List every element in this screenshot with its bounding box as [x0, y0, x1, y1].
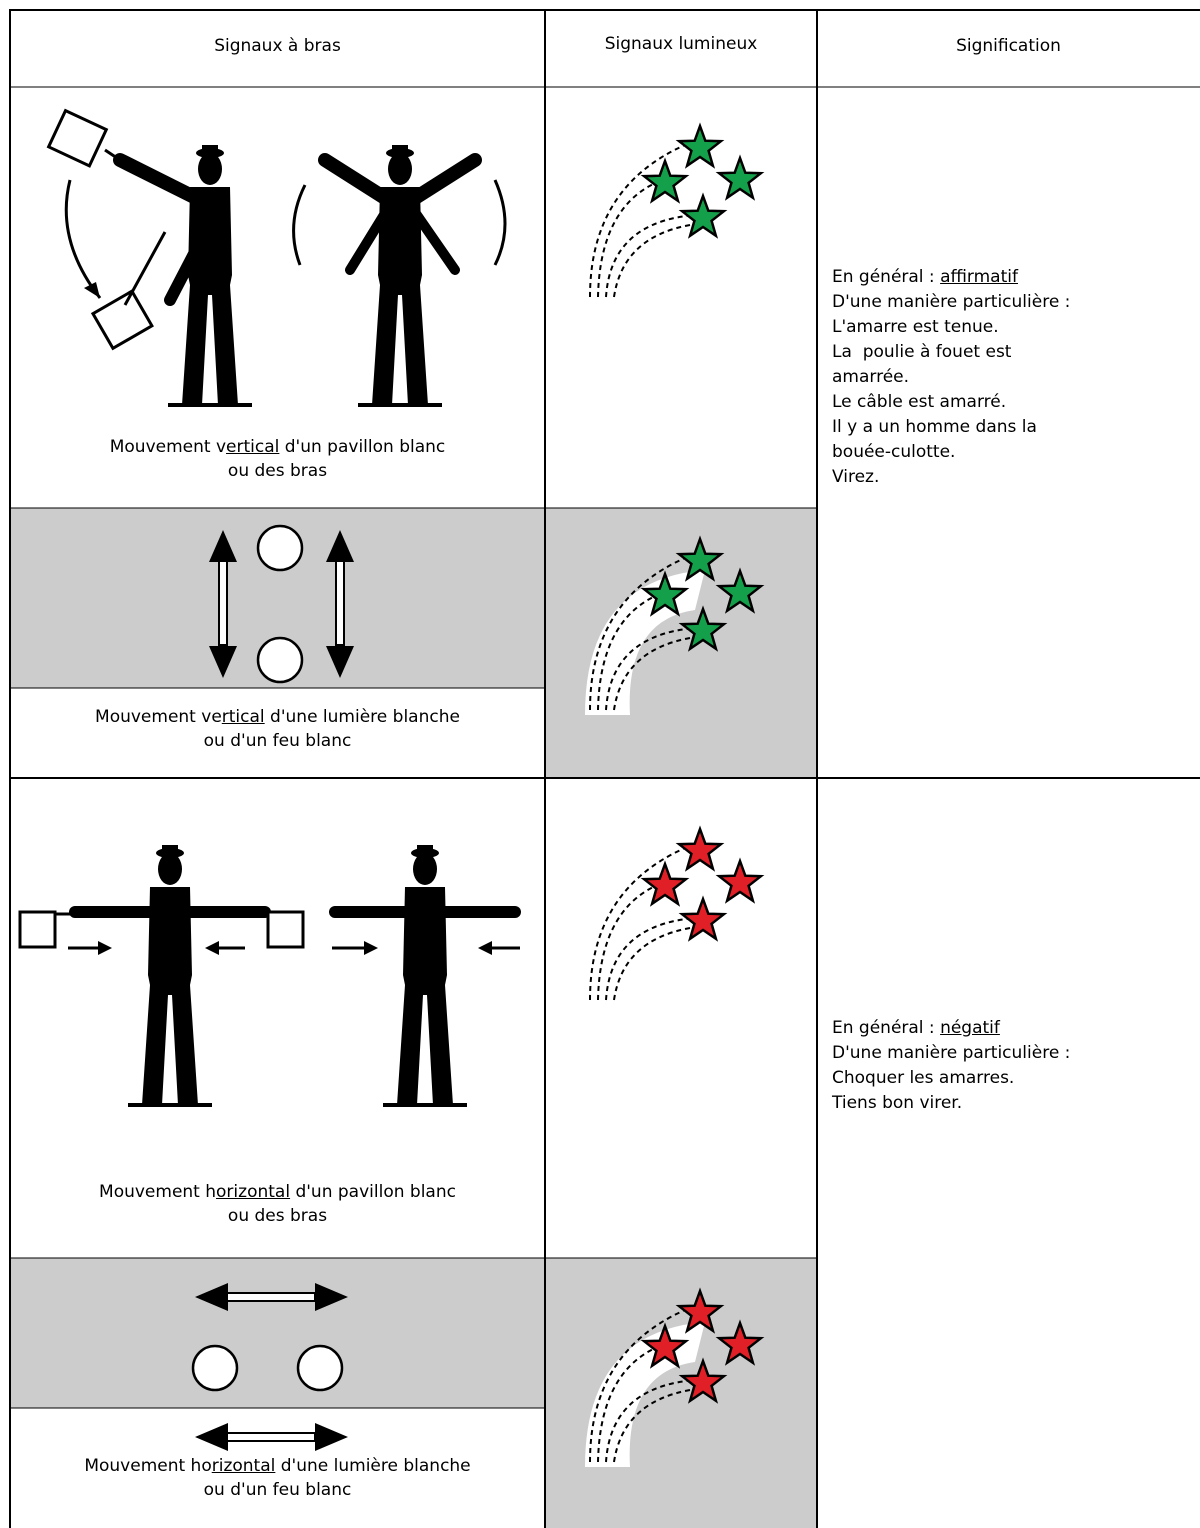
meaning-keyword: négatif	[940, 1018, 1000, 1038]
meaning-line: Virez.	[832, 467, 880, 487]
caption-underlined: orizontal	[216, 1182, 291, 1202]
caption-text: Mouvement ho	[84, 1456, 212, 1476]
caption-line: Mouvement horizontal d'une lumière blanc…	[10, 1456, 545, 1476]
caption-line: ou des bras	[227, 1206, 328, 1226]
column-header: Signaux lumineux	[604, 34, 758, 54]
caption-line: Mouvement vertical d'un pavillon blanc	[10, 437, 545, 457]
caption-text: Mouvement v	[109, 437, 227, 457]
meaning-line: D'une manière particulière :	[832, 292, 1071, 312]
caption-line: ou d'un feu blanc	[203, 731, 352, 751]
caption-line: Mouvement horizontal d'un pavillon blanc	[10, 1182, 545, 1202]
caption-text: d'une lumière blanche	[275, 1456, 471, 1476]
caption-underlined: ertical	[226, 437, 280, 457]
meaning-line: L'amarre est tenue.	[832, 317, 999, 337]
meaning-lead: En général :	[832, 1018, 941, 1038]
caption-text: d'un pavillon blanc	[279, 437, 446, 457]
caption-underlined: rtical	[221, 707, 265, 727]
meaning-line: Le câble est amarré.	[832, 392, 1007, 412]
meaning-line: La poulie à fouet est	[832, 342, 1012, 362]
caption-underlined: rizontal	[211, 1456, 276, 1476]
caption-text: Mouvement ve	[95, 707, 222, 727]
meaning-line: bouée-culotte.	[832, 442, 956, 462]
caption-line: ou d'un feu blanc	[203, 1480, 352, 1500]
caption-line: ou des bras	[227, 461, 328, 481]
meaning-keyword: affirmatif	[940, 267, 1018, 287]
meaning-line: En général : négatif	[832, 1018, 1000, 1038]
meaning-line: D'une manière particulière :	[832, 1043, 1071, 1063]
caption-line: Mouvement vertical d'une lumière blanche	[10, 707, 545, 727]
column-header: Signification	[956, 36, 1061, 56]
caption-text: d'une lumière blanche	[264, 707, 460, 727]
meaning-line: Choquer les amarres.	[832, 1068, 1015, 1088]
caption-text: d'un pavillon blanc	[290, 1182, 456, 1202]
caption-text: Mouvement h	[99, 1182, 217, 1202]
meaning-lead: En général :	[832, 267, 941, 287]
meaning-line: En général : affirmatif	[832, 267, 1018, 287]
meaning-line: amarrée.	[832, 367, 910, 387]
meaning-line: Il y a un homme dans la	[832, 417, 1037, 437]
column-header: Signaux à bras	[214, 36, 341, 56]
meaning-line: Tiens bon virer.	[832, 1093, 963, 1113]
